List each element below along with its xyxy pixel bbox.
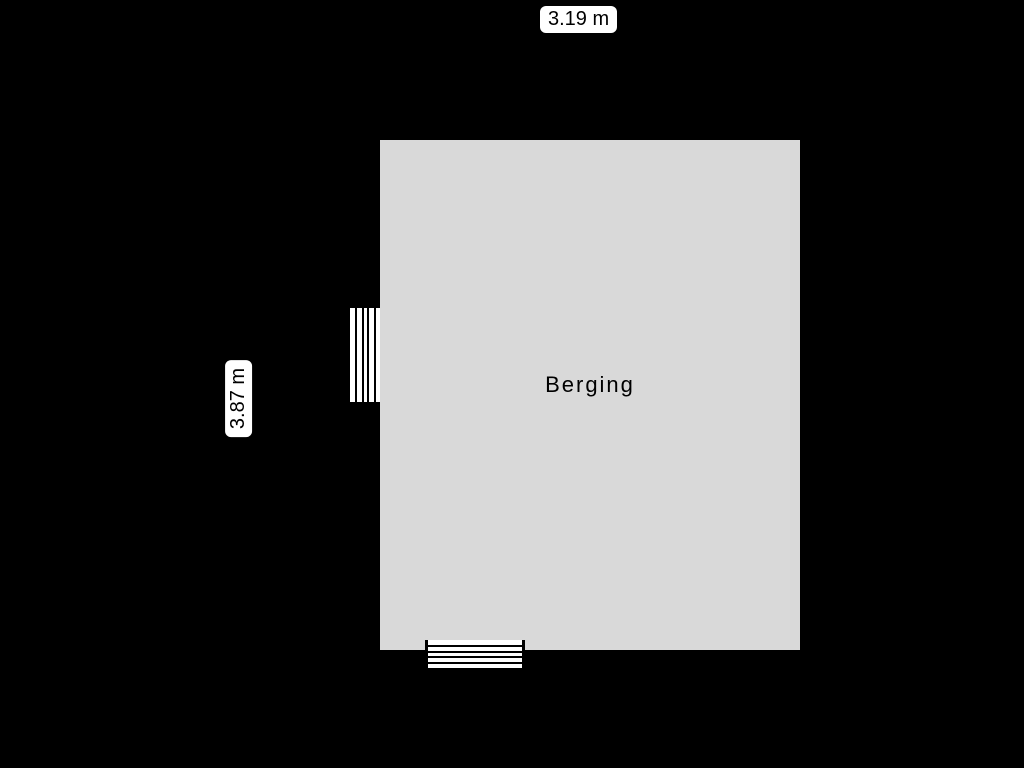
door-bottom-line-3: [425, 656, 525, 658]
room-berging: Berging: [380, 140, 800, 650]
door-bottom-cap-l: [425, 640, 428, 668]
door-left: [350, 305, 380, 405]
door-left-line-2: [362, 305, 364, 405]
dimension-height-label: 3.87 m: [225, 360, 252, 437]
door-bottom-line-2: [425, 651, 525, 653]
room-label: Berging: [545, 372, 635, 398]
door-left-cap-top: [350, 305, 380, 308]
door-left-line-4: [374, 305, 376, 405]
door-bottom: [425, 640, 525, 668]
door-bottom-line-1: [425, 645, 525, 647]
door-left-cap-bot: [350, 402, 380, 405]
dimension-width-label: 3.19 m: [540, 6, 617, 33]
door-bottom-line-4: [425, 662, 525, 664]
door-left-line-3: [367, 305, 369, 405]
door-bottom-cap-r: [522, 640, 525, 668]
door-left-line-1: [355, 305, 357, 405]
